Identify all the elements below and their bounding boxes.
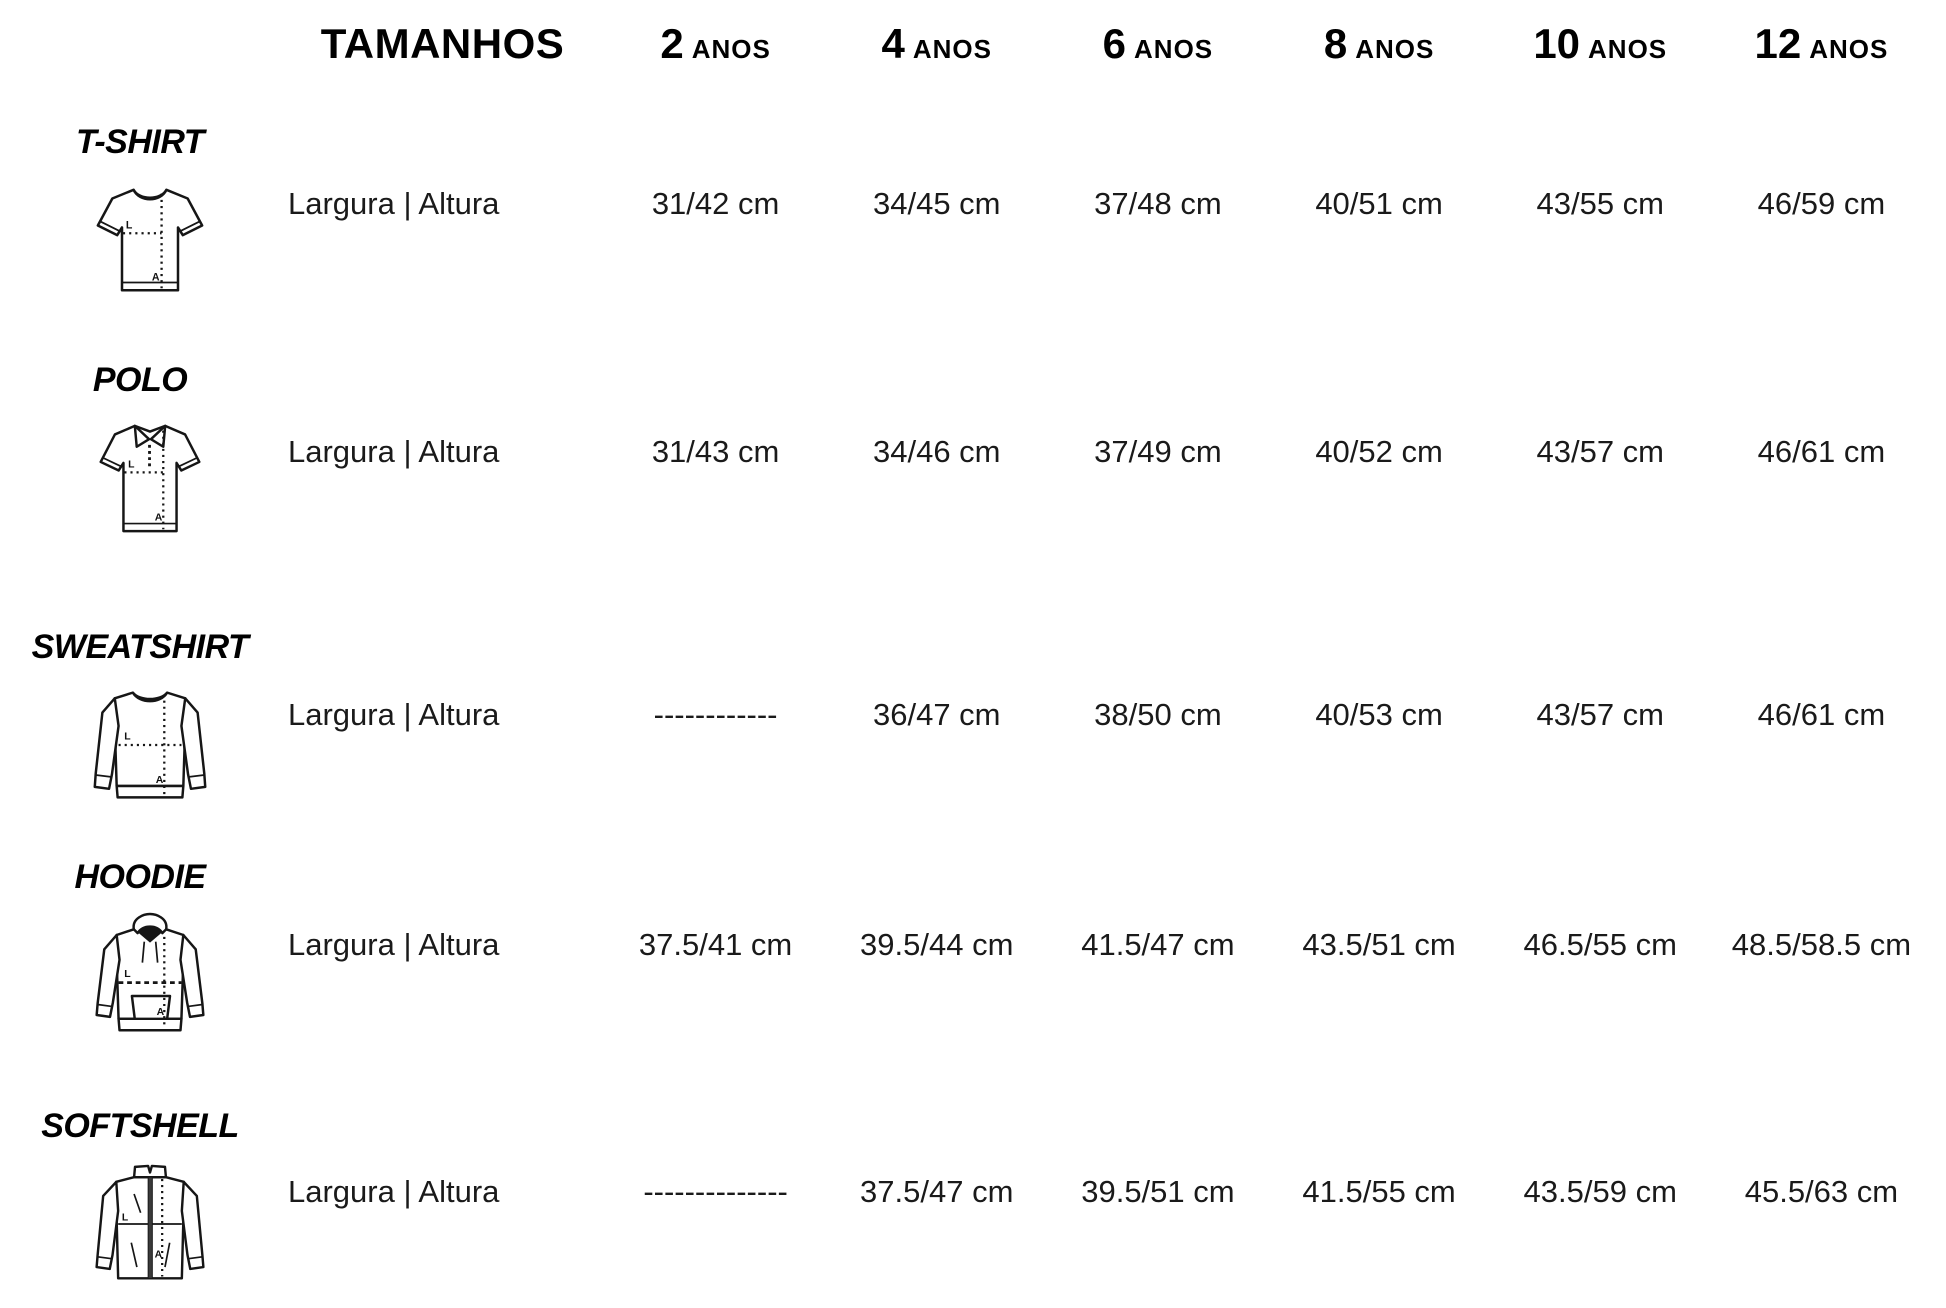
size-value: 37/49 cm — [1094, 434, 1222, 469]
width-letter: L — [128, 460, 135, 471]
size-value: 43/55 cm — [1536, 186, 1664, 221]
size-value: 37/48 cm — [1094, 186, 1222, 221]
age-number: 6 — [1102, 20, 1127, 67]
width-letter: L — [126, 219, 133, 231]
height-letter: A — [157, 1007, 165, 1018]
size-value: 36/47 cm — [872, 697, 1001, 732]
measure-label: Largura | Altura — [288, 1174, 500, 1209]
height-letter: A — [155, 1250, 163, 1261]
age-number: 12 — [1754, 20, 1802, 67]
measure-label: Largura | Altura — [288, 434, 500, 469]
age-number: 2 — [660, 20, 684, 67]
height-letter: A — [156, 775, 164, 786]
width-letter: L — [122, 1212, 128, 1223]
softshell-icon: L A — [0, 1148, 280, 1308]
age-unit: ANOS — [691, 34, 771, 64]
age-unit: ANOS — [1809, 34, 1889, 64]
size-value: 48.5/58.5 cm — [1731, 927, 1912, 962]
column-header-6-anos: 6 ANOS — [1047, 0, 1268, 112]
size-value: ------------ — [653, 697, 778, 732]
column-header-2-anos: 2 ANOS — [605, 0, 826, 112]
size-value: 41.5/55 cm — [1302, 1174, 1456, 1209]
size-value: 43/57 cm — [1536, 697, 1664, 732]
row-title-tshirt: T-SHIRT — [75, 123, 205, 161]
row-title-sweatshirt: SWEATSHIRT — [31, 628, 249, 666]
age-unit: ANOS — [1355, 34, 1435, 64]
size-value: 43.5/51 cm — [1302, 927, 1456, 962]
age-number: 10 — [1533, 20, 1581, 67]
measure-label: Largura | Altura — [288, 697, 500, 732]
size-value: 40/52 cm — [1315, 434, 1443, 469]
size-value: 40/51 cm — [1315, 186, 1443, 221]
age-unit: ANOS — [1134, 34, 1214, 64]
tshirt-icon: L A — [0, 164, 280, 356]
measure-label: Largura | Altura — [288, 927, 500, 962]
size-value: 45.5/63 cm — [1744, 1174, 1899, 1209]
size-value: 38/50 cm — [1094, 697, 1222, 732]
size-value: -------------- — [643, 1174, 788, 1209]
height-letter: A — [155, 513, 163, 524]
size-value: 46/59 cm — [1757, 186, 1886, 221]
hoodie-icon: L A — [0, 899, 280, 1100]
size-value: 40/53 cm — [1315, 697, 1443, 732]
size-value: 43.5/59 cm — [1523, 1174, 1677, 1209]
polo-icon: L A — [0, 402, 280, 623]
column-header-10-anos: 10 ANOS — [1490, 0, 1711, 112]
age-number: 4 — [881, 20, 905, 67]
size-value: 39.5/44 cm — [860, 927, 1014, 962]
size-value: 43/57 cm — [1536, 434, 1664, 469]
size-value: 34/46 cm — [872, 434, 1001, 469]
size-value: 37.5/47 cm — [860, 1174, 1014, 1209]
size-value: 34/45 cm — [872, 186, 1001, 221]
height-letter: A — [152, 272, 160, 284]
sweatshirt-icon: L A — [0, 669, 280, 851]
table-title: TAMANHOS — [320, 20, 565, 67]
row-title-softshell: SOFTSHELL — [41, 1107, 239, 1145]
age-unit: ANOS — [1588, 34, 1668, 64]
size-value: 46.5/55 cm — [1523, 927, 1677, 962]
row-title-hoodie: HOODIE — [74, 858, 206, 896]
width-letter: L — [124, 731, 131, 742]
measure-label: Largura | Altura — [288, 186, 500, 221]
size-value: 41.5/47 cm — [1081, 927, 1235, 962]
row-title-polo: POLO — [92, 361, 188, 399]
size-value: 39.5/51 cm — [1081, 1174, 1235, 1209]
size-value: 31/43 cm — [651, 434, 780, 469]
age-number: 8 — [1323, 20, 1348, 67]
column-header-8-anos: 8 ANOS — [1269, 0, 1490, 112]
size-value: 46/61 cm — [1757, 697, 1886, 732]
size-value: 31/42 cm — [651, 186, 780, 221]
size-value: 37.5/41 cm — [638, 927, 793, 962]
column-header-4-anos: 4 ANOS — [826, 0, 1047, 112]
width-letter: L — [124, 969, 131, 980]
size-value: 46/61 cm — [1757, 434, 1886, 469]
column-header-12-anos: 12 ANOS — [1711, 0, 1932, 112]
age-unit: ANOS — [912, 34, 992, 64]
